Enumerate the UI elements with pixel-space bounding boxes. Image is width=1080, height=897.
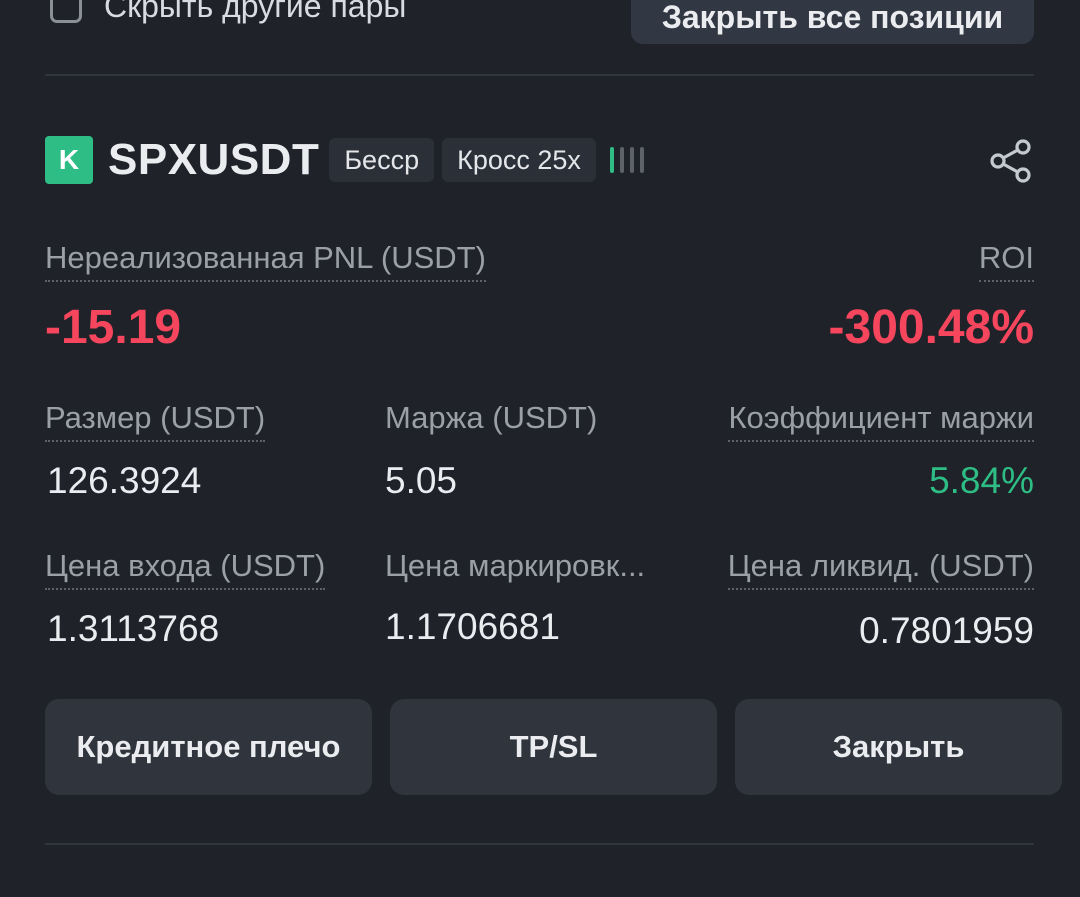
- position-symbol[interactable]: SPXUSDT: [108, 135, 320, 184]
- close-all-positions-button[interactable]: Закрыть все позиции: [631, 0, 1034, 44]
- margin-ratio-label[interactable]: Коэффициент маржи: [728, 400, 1034, 442]
- hide-other-pairs-toggle[interactable]: Скрыть другие пары: [50, 0, 406, 25]
- margin-label: Маржа (USDT): [385, 400, 598, 435]
- mark-price-label: Цена маркировк...: [385, 548, 646, 583]
- share-icon[interactable]: [988, 138, 1034, 184]
- adl-bar: [609, 147, 614, 173]
- liquidation-price-label[interactable]: Цена ликвид. (USDT): [727, 548, 1034, 590]
- roi-label[interactable]: ROI: [978, 240, 1034, 282]
- hide-other-pairs-label: Скрыть другие пары: [104, 0, 407, 24]
- bottom-divider: [45, 843, 1034, 845]
- margin-ratio-value: 5.84%: [929, 460, 1034, 501]
- coin-logo-icon: K: [45, 136, 93, 184]
- adl-bar: [639, 147, 644, 173]
- unrealized-pnl-label[interactable]: Нереализованная PNL (USDT): [45, 240, 486, 282]
- entry-price-label[interactable]: Цена входа (USDT): [45, 548, 326, 590]
- size-value: 126.3924: [47, 460, 202, 501]
- size-label[interactable]: Размер (USDT): [45, 400, 266, 442]
- mark-price-value: 1.1706681: [385, 606, 560, 647]
- tpsl-button[interactable]: TP/SL: [390, 699, 717, 795]
- top-divider: [45, 74, 1034, 76]
- roi-value: -300.48%: [828, 301, 1034, 354]
- close-position-button[interactable]: Закрыть: [735, 699, 1062, 795]
- adl-bar: [619, 147, 624, 173]
- adl-indicator-icon: [609, 143, 644, 177]
- unrealized-pnl-value: -15.19: [45, 301, 182, 354]
- position-header: K SPXUSDT Бесср Кросс 25x: [45, 135, 644, 184]
- margin-value: 5.05: [385, 460, 458, 501]
- leverage-tag: Кросс 25x: [442, 138, 596, 182]
- adl-bar: [629, 147, 634, 173]
- liquidation-price-value: 0.7801959: [859, 610, 1034, 651]
- margin-mode-tag: Бесср: [329, 138, 435, 182]
- entry-price-value: 1.3113768: [47, 608, 220, 649]
- leverage-button[interactable]: Кредитное плечо: [45, 699, 372, 795]
- hide-other-pairs-checkbox[interactable]: [50, 0, 82, 23]
